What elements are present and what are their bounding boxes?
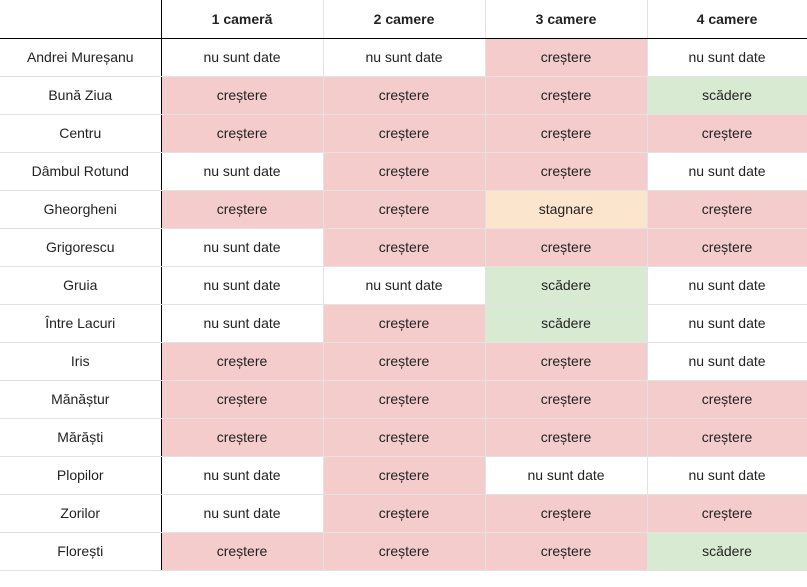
table-row: Florești creștere creștere creștere scădere [0,532,807,571]
trend-cell[interactable]: creștere [647,190,807,229]
trend-cell[interactable]: nu sunt date [647,266,807,305]
trend-cell[interactable]: creștere [485,532,648,571]
trend-cell[interactable]: nu sunt date [161,228,324,267]
trend-cell[interactable]: creștere [323,304,486,343]
trend-cell[interactable]: creștere [161,532,324,571]
row-header-neighborhood[interactable]: Între Lacuri [0,304,162,343]
table-row: Zorilor nu sunt date creștere creștere creșt… [0,494,807,533]
trend-cell[interactable]: creștere [323,418,486,457]
trend-cell[interactable]: creștere [323,190,486,229]
trend-cell[interactable]: creștere [323,532,486,571]
row-header-neighborhood[interactable]: Mănăștur [0,380,162,419]
trend-cell[interactable]: creștere [323,456,486,495]
trend-cell[interactable]: creștere [647,380,807,419]
column-header-2-camere[interactable]: 2 camere [323,0,486,39]
table-row: Andrei Mureșanu nu sunt date nu sunt date c… [0,38,807,77]
spreadsheet-table: 1 cameră 2 camere 3 camere 4 camere Andr… [0,0,807,571]
row-header-neighborhood[interactable]: Grigorescu [0,228,162,267]
trend-cell[interactable]: creștere [323,494,486,533]
trend-cell[interactable]: creștere [323,228,486,267]
table-row: Dâmbul Rotund nu sunt date creștere creșter… [0,152,807,191]
trend-cell[interactable]: nu sunt date [323,38,486,77]
column-header-4-camere[interactable]: 4 camere [647,0,807,39]
trend-cell[interactable]: creștere [485,494,648,533]
trend-cell[interactable]: stagnare [485,190,648,229]
trend-cell[interactable]: creștere [323,152,486,191]
trend-cell[interactable]: nu sunt date [323,266,486,305]
table-row: Plopilor nu sunt date creștere nu sunt date… [0,456,807,495]
trend-cell[interactable]: nu sunt date [647,152,807,191]
trend-cell[interactable]: creștere [161,342,324,381]
trend-cell[interactable]: nu sunt date [647,342,807,381]
header-row: 1 cameră 2 camere 3 camere 4 camere [0,0,807,39]
trend-cell[interactable]: scădere [647,532,807,571]
table-row: Bună Ziua creștere creștere creștere scădere [0,76,807,115]
trend-cell[interactable]: creștere [647,228,807,267]
table-body: Andrei Mureșanu nu sunt date nu sunt date c… [0,38,807,571]
row-header-neighborhood[interactable]: Gruia [0,266,162,305]
trend-cell[interactable]: scădere [647,76,807,115]
row-header-neighborhood[interactable]: Mărăști [0,418,162,457]
trend-cell[interactable]: creștere [485,38,648,77]
row-header-neighborhood[interactable]: Florești [0,532,162,571]
trend-cell[interactable]: creștere [323,114,486,153]
trend-cell[interactable]: creștere [161,190,324,229]
trend-cell[interactable]: nu sunt date [161,38,324,77]
table-row: Gheorgheni creștere creștere stagnare crește… [0,190,807,229]
trend-cell[interactable]: creștere [647,114,807,153]
row-header-neighborhood[interactable]: Andrei Mureșanu [0,38,162,77]
trend-cell[interactable]: creștere [485,114,648,153]
trend-cell[interactable]: creștere [485,228,648,267]
trend-cell[interactable]: nu sunt date [647,38,807,77]
table-row: Mănăștur creștere creștere creștere creștere [0,380,807,419]
trend-cell[interactable]: creștere [161,380,324,419]
trend-cell[interactable]: nu sunt date [161,266,324,305]
trend-cell[interactable]: creștere [161,76,324,115]
trend-cell[interactable]: scădere [485,304,648,343]
table-row: Între Lacuri nu sunt date creștere scădere n… [0,304,807,343]
trend-cell[interactable]: nu sunt date [485,456,648,495]
trend-cell[interactable]: creștere [323,76,486,115]
trend-cell[interactable]: creștere [161,114,324,153]
table-row: Mărăști creștere creștere creștere creștere [0,418,807,457]
trend-cell[interactable]: creștere [161,418,324,457]
trend-cell[interactable]: nu sunt date [161,494,324,533]
trend-cell[interactable]: nu sunt date [647,304,807,343]
table-row: Gruia nu sunt date nu sunt date scădere nu s… [0,266,807,305]
row-header-neighborhood[interactable]: Bună Ziua [0,76,162,115]
trend-cell[interactable]: creștere [647,418,807,457]
corner-cell[interactable] [0,0,162,39]
trend-cell[interactable]: creștere [323,380,486,419]
column-header-3-camere[interactable]: 3 camere [485,0,648,39]
table-row: Grigorescu nu sunt date creștere creștere cr… [0,228,807,267]
trend-cell[interactable]: creștere [647,494,807,533]
trend-cell[interactable]: creștere [485,76,648,115]
column-header-1-camera[interactable]: 1 cameră [161,0,324,39]
trend-cell[interactable]: scădere [485,266,648,305]
trend-cell[interactable]: nu sunt date [647,456,807,495]
row-header-neighborhood[interactable]: Zorilor [0,494,162,533]
row-header-neighborhood[interactable]: Iris [0,342,162,381]
table-row: Centru creștere creștere creștere creștere [0,114,807,153]
row-header-neighborhood[interactable]: Dâmbul Rotund [0,152,162,191]
trend-cell[interactable]: creștere [485,380,648,419]
trend-cell[interactable]: nu sunt date [161,304,324,343]
table-row: Iris creștere creștere creștere nu sunt date [0,342,807,381]
trend-cell[interactable]: creștere [485,418,648,457]
row-header-neighborhood[interactable]: Plopilor [0,456,162,495]
row-header-neighborhood[interactable]: Centru [0,114,162,153]
trend-cell[interactable]: nu sunt date [161,152,324,191]
row-header-neighborhood[interactable]: Gheorgheni [0,190,162,229]
trend-cell[interactable]: creștere [485,152,648,191]
trend-cell[interactable]: creștere [323,342,486,381]
trend-cell[interactable]: creștere [485,342,648,381]
trend-cell[interactable]: nu sunt date [161,456,324,495]
